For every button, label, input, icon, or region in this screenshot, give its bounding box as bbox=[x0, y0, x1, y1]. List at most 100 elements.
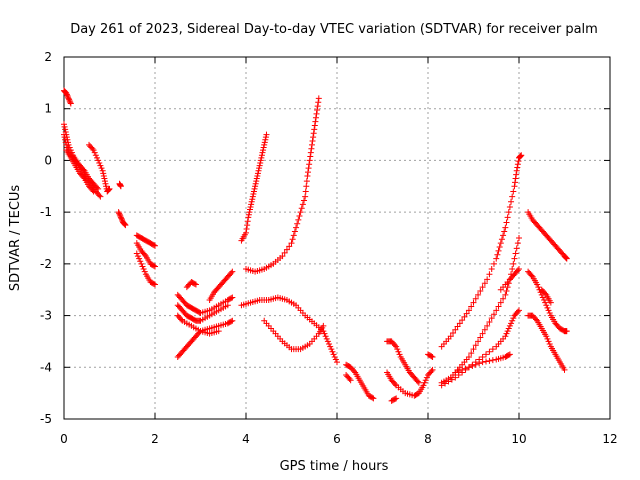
data-point-plus bbox=[465, 307, 472, 314]
data-point-plus bbox=[489, 357, 496, 364]
data-point-plus bbox=[67, 99, 74, 106]
data-point-plus bbox=[302, 193, 309, 200]
data-point-plus bbox=[331, 353, 338, 360]
y-tick-label: 0 bbox=[44, 153, 52, 167]
data-point-plus bbox=[91, 149, 98, 156]
data-point-plus bbox=[291, 228, 298, 235]
data-point-plus bbox=[506, 322, 513, 329]
data-point-plus bbox=[497, 240, 504, 247]
data-point-plus bbox=[503, 330, 510, 337]
data-point-plus bbox=[543, 302, 550, 309]
data-point-plus bbox=[421, 379, 428, 386]
data-point-plus bbox=[62, 136, 69, 143]
series-3 bbox=[63, 147, 97, 195]
data-point-plus bbox=[229, 268, 236, 275]
data-point-plus bbox=[326, 341, 333, 348]
data-point-plus bbox=[562, 254, 569, 261]
data-point-plus bbox=[542, 290, 549, 297]
data-point-plus bbox=[103, 183, 110, 190]
series-7 bbox=[133, 232, 158, 249]
data-point-plus bbox=[90, 188, 97, 195]
data-point-plus bbox=[245, 211, 252, 218]
data-point-plus bbox=[506, 351, 513, 358]
data-point-plus bbox=[63, 141, 70, 148]
data-point-plus bbox=[89, 145, 96, 152]
data-point-plus bbox=[307, 153, 314, 160]
data-point-plus bbox=[63, 91, 70, 98]
data-point-plus bbox=[95, 157, 102, 164]
data-point-plus bbox=[516, 235, 522, 241]
data-point-plus bbox=[283, 246, 290, 253]
data-point-plus bbox=[228, 295, 235, 302]
data-point-plus bbox=[563, 255, 570, 262]
data-point-plus bbox=[138, 260, 145, 267]
data-point-plus bbox=[513, 171, 520, 178]
data-point-plus bbox=[500, 295, 507, 302]
data-point-plus bbox=[452, 374, 459, 381]
data-point-plus bbox=[314, 103, 321, 110]
x-tick-label: 12 bbox=[602, 432, 617, 446]
data-point-plus bbox=[65, 95, 72, 102]
data-point-plus bbox=[450, 330, 457, 337]
series-5 bbox=[116, 180, 124, 190]
data-point-plus bbox=[101, 175, 108, 182]
data-point-plus bbox=[261, 141, 268, 148]
y-tick-label: -3 bbox=[40, 309, 52, 323]
data-point-plus bbox=[479, 330, 486, 337]
data-point-plus bbox=[303, 183, 310, 190]
data-point-plus bbox=[89, 187, 96, 194]
data-point-plus bbox=[438, 382, 445, 389]
data-point-plus bbox=[252, 183, 259, 190]
data-point-plus bbox=[102, 180, 109, 187]
data-point-plus bbox=[215, 328, 222, 335]
y-tick-label: -5 bbox=[40, 412, 52, 426]
x-tick-label: 0 bbox=[60, 432, 68, 446]
data-point-plus bbox=[486, 319, 493, 326]
data-point-plus bbox=[256, 165, 263, 172]
data-point-plus bbox=[515, 158, 522, 165]
data-point-plus bbox=[116, 211, 123, 218]
data-point-plus bbox=[462, 365, 469, 372]
data-point-plus bbox=[511, 183, 518, 190]
data-point-plus bbox=[469, 362, 476, 369]
data-point-plus bbox=[517, 152, 524, 159]
data-point-plus bbox=[393, 395, 400, 402]
data-point-plus bbox=[347, 377, 354, 384]
data-point-plus bbox=[510, 260, 517, 267]
data-point-plus bbox=[244, 218, 251, 225]
data-point-plus bbox=[247, 203, 254, 210]
data-point-plus bbox=[64, 94, 71, 101]
data-point-plus bbox=[514, 240, 521, 247]
data-point-plus bbox=[472, 295, 479, 302]
data-point-plus bbox=[505, 209, 512, 216]
data-point-plus bbox=[468, 350, 475, 357]
data-point-plus bbox=[137, 258, 144, 265]
series-6 bbox=[115, 209, 129, 229]
data-point-plus bbox=[465, 353, 472, 360]
data-point-plus bbox=[257, 160, 264, 167]
data-point-plus bbox=[510, 188, 517, 195]
data-point-plus bbox=[481, 280, 488, 287]
data-point-plus bbox=[229, 317, 236, 324]
series-22 bbox=[384, 338, 422, 386]
data-point-plus bbox=[488, 266, 495, 273]
data-point-plus bbox=[260, 144, 267, 151]
data-point-plus bbox=[307, 149, 314, 156]
data-point-plus bbox=[66, 97, 73, 104]
data-point-plus bbox=[447, 333, 454, 340]
data-point-plus bbox=[279, 253, 286, 260]
y-axis: -5 -4 -3 -2 -1 0 1 2 bbox=[40, 50, 610, 426]
data-point-plus bbox=[322, 333, 329, 340]
data-point-plus bbox=[501, 228, 508, 235]
data-point-plus bbox=[293, 224, 300, 231]
data-point-plus bbox=[547, 299, 554, 306]
y-axis-label: SDTVAR / TECUs bbox=[8, 185, 23, 292]
data-point-plus bbox=[517, 153, 524, 160]
data-point-plus bbox=[106, 185, 113, 192]
data-point-plus bbox=[196, 329, 203, 336]
series-8 bbox=[133, 240, 158, 270]
data-point-plus bbox=[514, 308, 521, 315]
data-point-plus bbox=[281, 249, 288, 256]
data-point-plus bbox=[256, 162, 263, 169]
data-point-plus bbox=[308, 141, 315, 148]
